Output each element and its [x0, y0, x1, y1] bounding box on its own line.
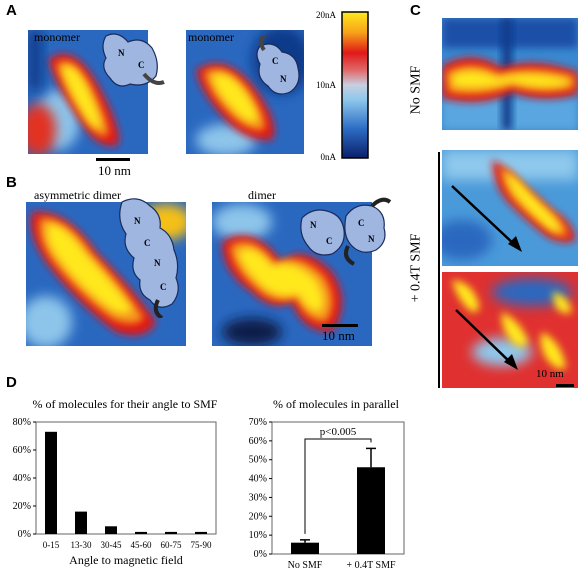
x-tick-label: No SMF — [288, 560, 323, 569]
bar-60-75 — [165, 531, 177, 534]
x-ticks-parallel: No SMF + 0.4T SMF — [288, 560, 396, 569]
x-tick-label: 45-60 — [131, 540, 152, 550]
x-tick-label: 60-75 — [161, 540, 182, 550]
title-asymmetric-dimer: asymmetric dimer — [34, 188, 121, 202]
bar-0-15 — [45, 431, 57, 534]
bars-parallel — [291, 447, 385, 554]
scalebar-label-b: 10 nm — [322, 328, 355, 343]
chart-title-parallel: % of molecules in parallel — [273, 397, 400, 411]
bracket-path — [304, 438, 372, 534]
y-tick-label: 10% — [249, 530, 267, 541]
svg-text:N: N — [368, 234, 375, 244]
protein-cartoon-monomer-2: C N — [256, 36, 300, 95]
y-tick-label: 60% — [249, 436, 267, 447]
y-tick-label: 30% — [249, 492, 267, 503]
label-smf-wrap: + 0.4T SMF — [408, 200, 432, 340]
svg-text:N: N — [134, 216, 141, 226]
p-value-label: p<0.005 — [320, 426, 357, 438]
y-axis-parallel: 0% 10% 20% 30% 40% 50% 60% 70% — [249, 417, 272, 560]
protein-cartoon-asymmetric-dimer: N C N C — [119, 198, 179, 318]
svg-text:C: C — [326, 236, 333, 246]
title-monomer-right: monomer — [188, 30, 234, 44]
svg-text:C: C — [272, 56, 279, 66]
x-tick-label: 0-15 — [43, 540, 60, 550]
y-tick-label: 70% — [249, 417, 267, 428]
scalebar-label-a: 10 nm — [98, 163, 131, 178]
x-tick-label: 13-30 — [71, 540, 92, 550]
x-ticks-angle: 0-15 13-30 30-45 45-60 60-75 75-90 — [43, 540, 212, 550]
y-tick-label: 50% — [249, 455, 267, 466]
colorbar-tick-0: 0nA — [321, 152, 337, 162]
svg-text:C: C — [160, 282, 167, 292]
label-no-smf-wrap: No SMF — [408, 54, 432, 126]
colorbar-tick-20: 20nA — [316, 10, 337, 20]
x-tick-label: + 0.4T SMF — [346, 560, 396, 569]
svg-text:C: C — [144, 238, 151, 248]
scalebar-c — [556, 384, 574, 387]
panel-label-c: C — [410, 2, 421, 19]
panel-label-d: D — [6, 374, 17, 391]
panel-label-a: A — [6, 2, 17, 19]
title-dimer: dimer — [248, 188, 276, 202]
bar-13-30 — [75, 511, 87, 534]
chart-title-angle: % of molecules for their angle to SMF — [33, 397, 218, 411]
bar-30-45 — [105, 526, 117, 534]
bar-0 — [291, 542, 319, 554]
colorbar-tick-10: 10nA — [316, 80, 337, 90]
protein-cartoon-dimer: N C C N — [300, 197, 392, 266]
y-tick-label: 0% — [18, 529, 31, 540]
y-tick-label: 80% — [13, 417, 31, 428]
scalebar-label-c: 10 nm — [536, 368, 564, 380]
label-smf: + 0.4T SMF — [408, 233, 424, 303]
y-tick-label: 40% — [13, 473, 31, 484]
y-tick-label: 60% — [13, 445, 31, 456]
scalebar-b — [322, 324, 358, 327]
afm-image-no-smf — [442, 18, 578, 130]
x-tick-label: 30-45 — [101, 540, 122, 550]
bracket-line — [438, 152, 440, 388]
svg-text:N: N — [154, 258, 161, 268]
afm-image-smf-2 — [442, 272, 578, 388]
x-tick-label: 75-90 — [191, 540, 212, 550]
svg-text:N: N — [280, 74, 287, 84]
colorbar: 20nA 10nA 0nA — [316, 10, 369, 162]
svg-text:C: C — [358, 218, 365, 228]
bars-angle — [45, 431, 207, 534]
scalebar-a — [96, 158, 130, 161]
bar-chart-angle: % of molecules for their angle to SMF 0%… — [13, 397, 218, 567]
title-monomer-left: monomer — [34, 30, 80, 44]
domain-n-label: N — [118, 48, 125, 58]
afm-image-smf-1 — [442, 150, 578, 266]
x-axis-label-angle: Angle to magnetic field — [69, 553, 183, 567]
panel-label-b: B — [6, 174, 17, 191]
bar-75-90 — [195, 531, 207, 534]
domain-c-label: C — [138, 60, 145, 70]
bar-1 — [357, 467, 385, 554]
y-axis-angle: 0% 20% 40% 60% 80% — [13, 417, 36, 540]
svg-text:N: N — [310, 220, 317, 230]
bar-45-60 — [135, 531, 147, 534]
protein-cartoon-monomer-1: N C — [102, 33, 165, 87]
bar-chart-parallel: % of molecules in parallel 0% 10% 20% 30% 40… — [249, 397, 405, 569]
y-tick-label: 40% — [249, 474, 267, 485]
y-tick-label: 20% — [13, 501, 31, 512]
significance-bracket: p<0.005 — [304, 426, 372, 534]
label-no-smf: No SMF — [408, 65, 424, 115]
y-tick-label: 0% — [254, 549, 267, 560]
y-tick-label: 20% — [249, 511, 267, 522]
